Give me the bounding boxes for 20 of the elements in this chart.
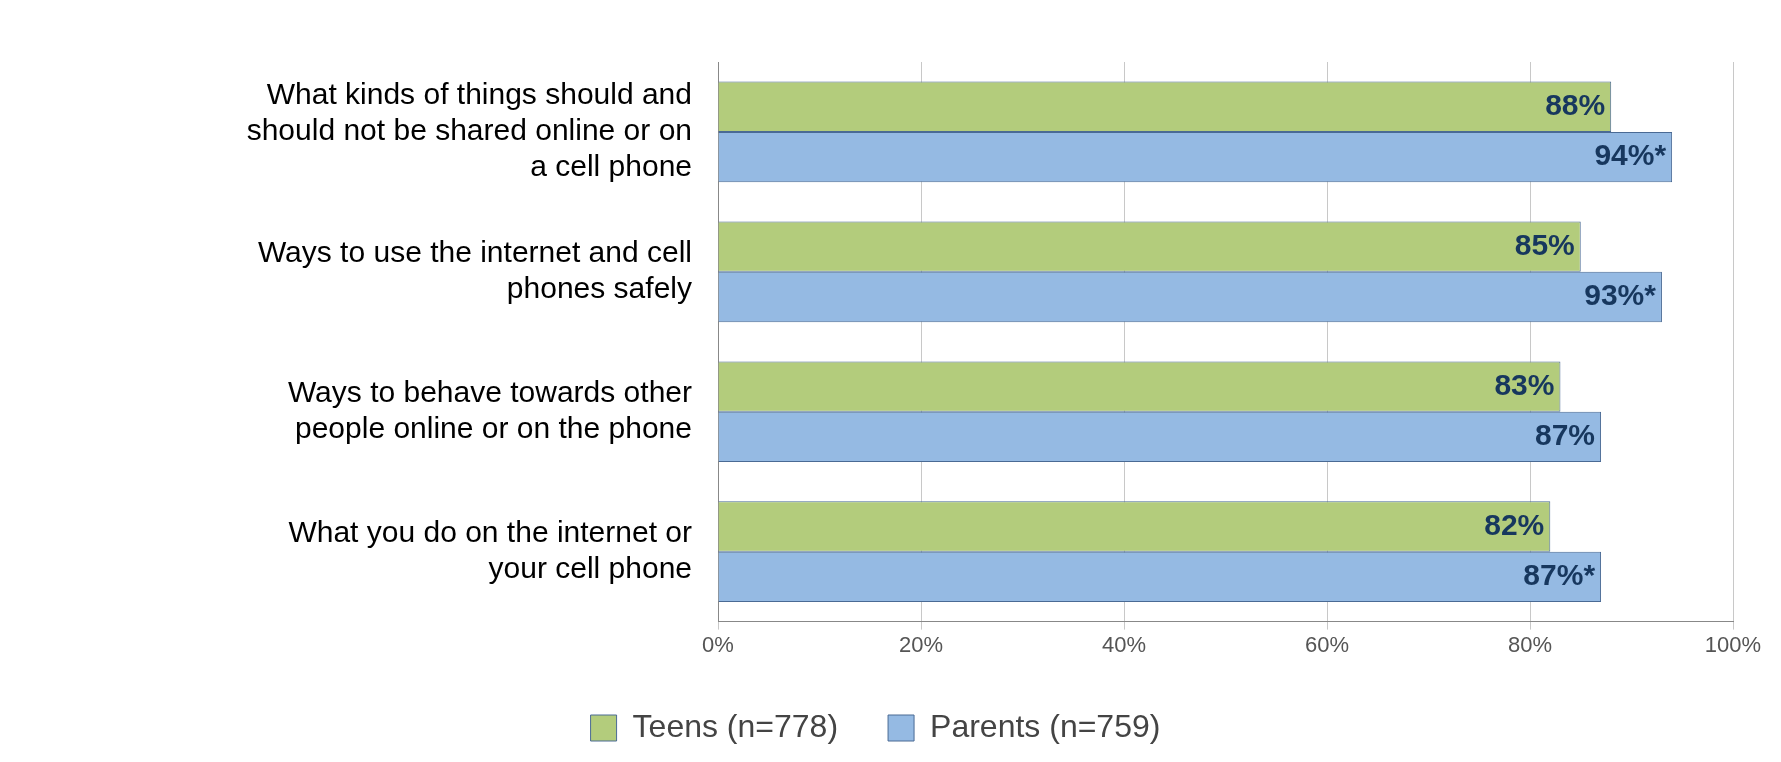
y-tick-label: Ways to behave towards other people online or on the phone bbox=[287, 375, 693, 445]
x-tick-label: 100% bbox=[1704, 631, 1762, 657]
data-label: 93%* bbox=[1584, 278, 1657, 312]
x-tick-label: 0% bbox=[702, 631, 734, 657]
x-tick-label: 40% bbox=[1101, 631, 1147, 657]
x-tick-label: 80% bbox=[1507, 631, 1553, 657]
y-tick-label: What kinds of things should and should not be shared online or on a cell phone bbox=[246, 77, 692, 183]
data-label: 85% bbox=[1514, 227, 1575, 261]
data-label: 83% bbox=[1494, 367, 1555, 401]
data-label: 88% bbox=[1545, 88, 1606, 122]
legend-label: Teens (n=778) bbox=[632, 707, 839, 744]
data-label: 82% bbox=[1484, 507, 1545, 541]
x-tick-label: 60% bbox=[1304, 631, 1350, 657]
data-label: 87%* bbox=[1523, 558, 1596, 592]
data-label: 94%* bbox=[1594, 138, 1667, 172]
legend-label: Parents (n=759) bbox=[930, 707, 1161, 744]
y-tick-label: Ways to use the internet and cell phones safely bbox=[257, 235, 692, 305]
x-tick-label: 20% bbox=[898, 631, 944, 657]
data-label: 87% bbox=[1535, 418, 1596, 452]
y-tick-label: What you do on the internet or your cell phone bbox=[288, 514, 692, 584]
